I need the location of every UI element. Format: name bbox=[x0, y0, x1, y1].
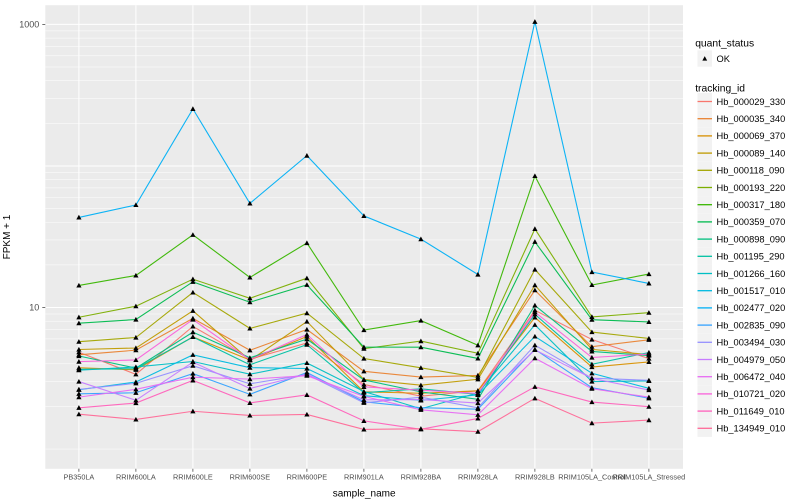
svg-text:Hb_134949_010: Hb_134949_010 bbox=[717, 424, 786, 434]
svg-text:Hb_000035_340: Hb_000035_340 bbox=[717, 114, 786, 124]
svg-text:tracking_id: tracking_id bbox=[695, 84, 745, 95]
svg-text:OK: OK bbox=[717, 54, 731, 64]
svg-text:RRIM600SE: RRIM600SE bbox=[230, 473, 271, 482]
svg-text:RRIM901LA: RRIM901LA bbox=[344, 473, 384, 482]
svg-text:1000: 1000 bbox=[19, 19, 39, 29]
svg-text:Hb_011649_010: Hb_011649_010 bbox=[717, 406, 785, 416]
svg-text:Hb_001266_160: Hb_001266_160 bbox=[717, 269, 786, 279]
svg-text:RRIM928BA: RRIM928BA bbox=[401, 473, 442, 482]
svg-text:RRIM600LE: RRIM600LE bbox=[173, 473, 213, 482]
svg-text:Hb_000898_090: Hb_000898_090 bbox=[717, 234, 786, 244]
svg-text:Hb_000089_140: Hb_000089_140 bbox=[717, 148, 786, 158]
svg-text:Hb_002477_020: Hb_002477_020 bbox=[717, 303, 786, 313]
svg-text:Hb_000118_090: Hb_000118_090 bbox=[717, 166, 785, 176]
svg-text:RRIM928LB: RRIM928LB bbox=[515, 473, 555, 482]
svg-text:RRIM928LA: RRIM928LA bbox=[458, 473, 498, 482]
svg-text:sample_name: sample_name bbox=[333, 489, 396, 500]
svg-text:Hb_000029_330: Hb_000029_330 bbox=[717, 97, 786, 107]
svg-text:Hb_001195_290: Hb_001195_290 bbox=[717, 252, 785, 262]
svg-text:Hb_001517_010: Hb_001517_010 bbox=[717, 286, 786, 296]
svg-text:RRIM105LA_Stressed: RRIM105LA_Stressed bbox=[613, 473, 686, 482]
svg-text:RRIM600LA: RRIM600LA bbox=[116, 473, 156, 482]
svg-text:Hb_004979_050: Hb_004979_050 bbox=[717, 355, 786, 365]
svg-text:RRIM600PE: RRIM600PE bbox=[287, 473, 328, 482]
svg-text:PB350LA: PB350LA bbox=[63, 473, 94, 482]
svg-text:10: 10 bbox=[29, 303, 39, 313]
svg-text:Hb_000359_070: Hb_000359_070 bbox=[717, 217, 786, 227]
svg-text:FPKM + 1: FPKM + 1 bbox=[2, 214, 13, 259]
svg-text:Hb_002835_090: Hb_002835_090 bbox=[717, 320, 786, 330]
svg-text:quant_status: quant_status bbox=[695, 39, 754, 50]
svg-text:Hb_000317_180: Hb_000317_180 bbox=[717, 200, 786, 210]
svg-text:Hb_003494_030: Hb_003494_030 bbox=[717, 338, 786, 348]
svg-text:Hb_000069_370: Hb_000069_370 bbox=[717, 131, 786, 141]
svg-text:Hb_006472_040: Hb_006472_040 bbox=[717, 372, 786, 382]
svg-text:Hb_000193_220: Hb_000193_220 bbox=[717, 183, 786, 193]
svg-text:Hb_010721_020: Hb_010721_020 bbox=[717, 389, 786, 399]
